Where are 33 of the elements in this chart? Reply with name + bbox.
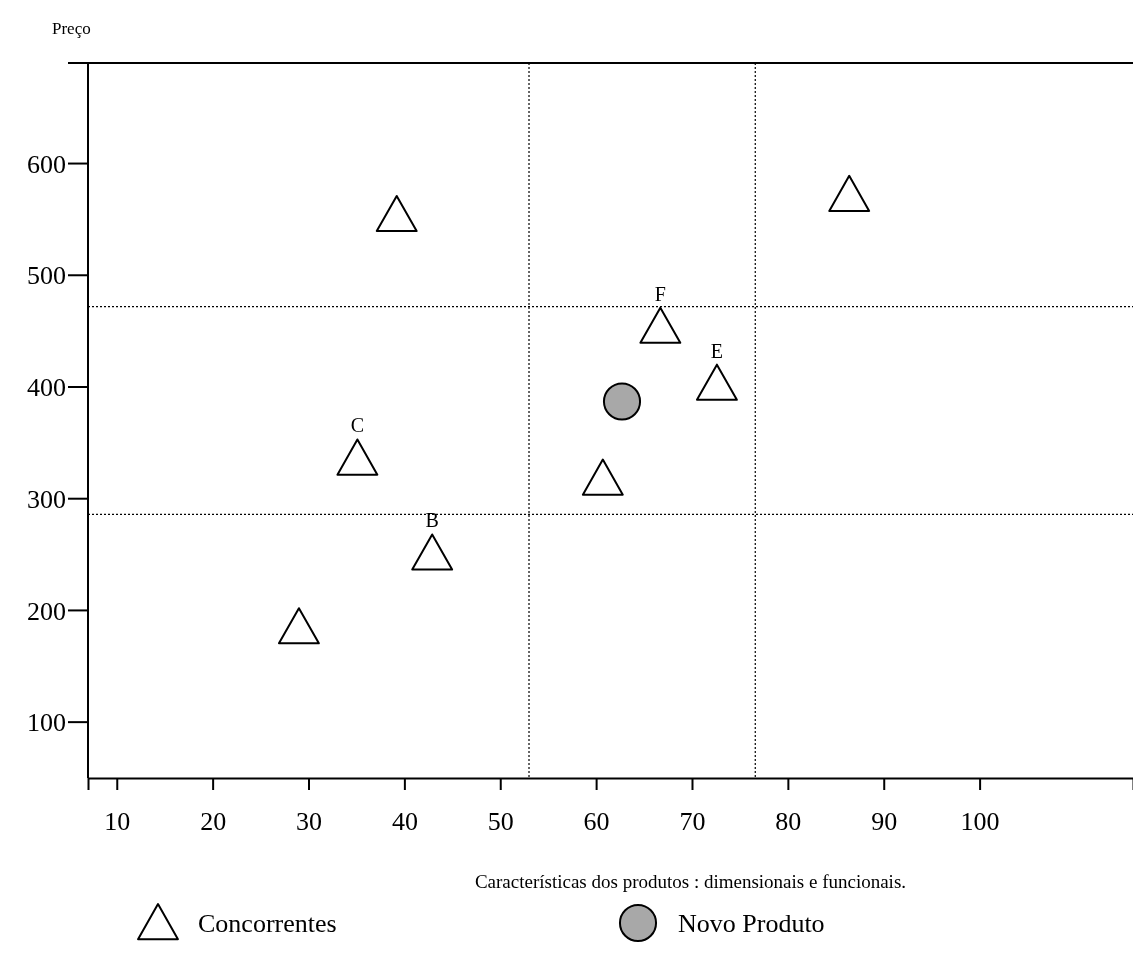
annotation: B [425,509,439,532]
annotation: F [654,282,666,305]
point [695,363,738,401]
point [336,438,379,476]
annotation: C [350,414,365,437]
point [581,458,624,496]
x-tick-label: 80 [775,807,802,837]
y-tick-label: 600 [27,149,66,179]
x-tick-label: 10 [104,807,131,837]
y-tick-label: 100 [27,708,66,738]
x-tick-label: 70 [679,807,706,837]
x-axis-title: Características dos produtos : dimensionais e funcionais. [474,871,907,892]
x-tick-label: 100 [960,807,1000,837]
point [602,382,642,421]
y-tick-label: 400 [27,373,66,403]
x-tick-label: 60 [583,807,610,837]
point [411,533,454,571]
y-tick-label: 500 [27,261,66,291]
point [277,607,320,645]
point [639,306,682,344]
x-tick-label: 50 [487,807,514,837]
y-axis-title: Preço [52,19,91,38]
y-tick-label: 300 [27,484,66,514]
y-tick-label: 200 [27,596,66,626]
annotation: E [710,339,724,362]
x-tick-label: 90 [871,807,898,837]
point [828,174,871,212]
point [375,194,418,233]
legend-label: Concorrentes [198,909,337,939]
x-tick-label: 20 [200,807,227,837]
legend-label: Novo Produto [678,909,825,939]
x-tick-label: 40 [391,807,418,837]
x-tick-label: 30 [296,807,322,837]
